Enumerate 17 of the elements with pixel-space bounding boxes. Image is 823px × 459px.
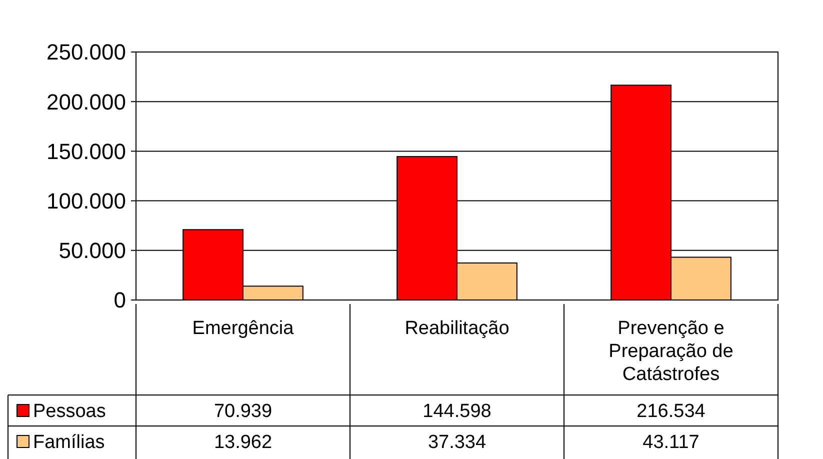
y-tick-label: 200.000 [46,89,126,114]
legend-label: Famílias [33,432,105,454]
x-tick-label: Prevenção e Preparação de Catástrofes [608,318,734,385]
data-label: 37.334 [428,432,486,454]
y-tick-label: 150.000 [46,138,126,164]
data-label: 216.534 [636,401,706,422]
data-label: 13.962 [214,432,272,454]
y-tick-label: 100.000 [46,188,126,214]
data-label: 70.939 [214,401,272,422]
legend-label: Pessoas [33,401,106,422]
x-tick-label: Emergência [192,318,294,339]
y-tick-label: 50.000 [58,238,126,264]
data-label: 43.117 [642,432,700,454]
data-label: 144.598 [422,401,492,422]
x-tick-label: Reabilitação [404,318,510,339]
y-tick-label: 250.000 [46,40,126,65]
y-tick-label: 0 [114,288,126,313]
